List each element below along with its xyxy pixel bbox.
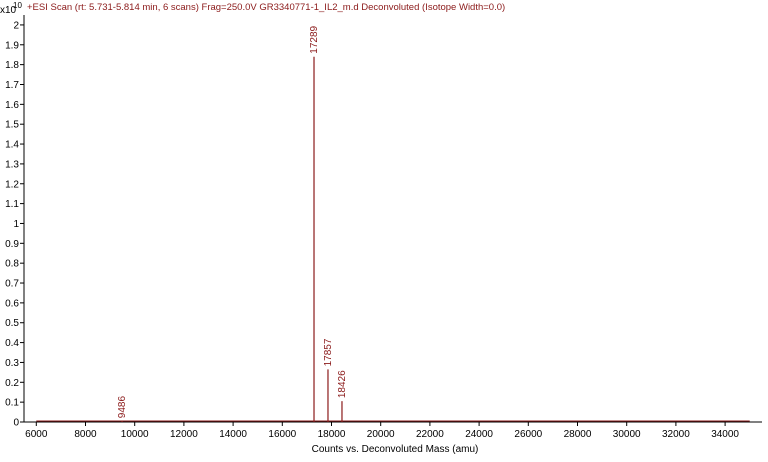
- chart-title: +ESI Scan (rt: 5.731-5.814 min, 6 scans)…: [27, 2, 505, 13]
- x-tick-label: 34000: [711, 429, 739, 440]
- y-tick-label: 1.7: [5, 80, 19, 91]
- x-tick-label: 20000: [367, 429, 395, 440]
- y-tick-label: 0.2: [5, 378, 19, 389]
- x-axis-ticks: 6000 8000 10000 12000 14000 16000 18000 20000 22…: [25, 422, 739, 440]
- x-tick-label: 26000: [514, 429, 542, 440]
- y-axis-ticks: 0 0.1 0.2 0.3 0.4 0.5 0.6 0.7 0.8 0.9 1 1.1 1.2 1.3 1.…: [5, 20, 24, 429]
- y-tick-label: 0.5: [5, 318, 19, 329]
- y-tick-label: 1.4: [5, 140, 19, 151]
- y-tick-label: 0.8: [5, 259, 19, 270]
- peak-label-18426: 18426: [337, 370, 348, 398]
- y-tick-label: 1.9: [5, 40, 19, 51]
- y-scale-exponent: 10: [13, 1, 22, 10]
- peak-label-17289: 17289: [309, 25, 320, 53]
- y-tick-label: 0: [13, 418, 19, 429]
- x-tick-label: 6000: [25, 429, 48, 440]
- x-tick-label: 32000: [662, 429, 690, 440]
- x-tick-label: 14000: [219, 429, 247, 440]
- y-tick-label: 2: [13, 20, 19, 31]
- x-tick-label: 28000: [564, 429, 592, 440]
- y-tick-label: 1.6: [5, 100, 19, 111]
- y-tick-label: 0.7: [5, 279, 19, 290]
- x-tick-label: 10000: [121, 429, 149, 440]
- x-tick-label: 18000: [318, 429, 346, 440]
- x-tick-label: 12000: [170, 429, 198, 440]
- x-tick-label: 8000: [74, 429, 97, 440]
- y-tick-label: 1.3: [5, 159, 19, 170]
- x-tick-label: 24000: [465, 429, 493, 440]
- y-tick-label: 0.3: [5, 358, 19, 369]
- y-tick-label: 0.9: [5, 239, 19, 250]
- x-tick-label: 16000: [268, 429, 296, 440]
- y-tick-label: 0.4: [5, 338, 19, 349]
- x-tick-label: 22000: [416, 429, 444, 440]
- y-tick-label: 1.2: [5, 179, 19, 190]
- y-tick-label: 0.1: [5, 398, 19, 409]
- y-tick-label: 1.8: [5, 60, 19, 71]
- y-tick-label: 1.1: [5, 199, 19, 210]
- x-tick-label: 30000: [613, 429, 641, 440]
- peak-label-9486: 9486: [117, 396, 128, 419]
- y-scale-base: x10: [0, 5, 17, 16]
- y-tick-label: 0.6: [5, 298, 19, 309]
- y-tick-label: 1.5: [5, 120, 19, 131]
- x-axis-label: Counts vs. Deconvoluted Mass (amu): [312, 444, 479, 455]
- y-tick-label: 1: [13, 219, 19, 230]
- peak-label-17857: 17857: [323, 338, 334, 366]
